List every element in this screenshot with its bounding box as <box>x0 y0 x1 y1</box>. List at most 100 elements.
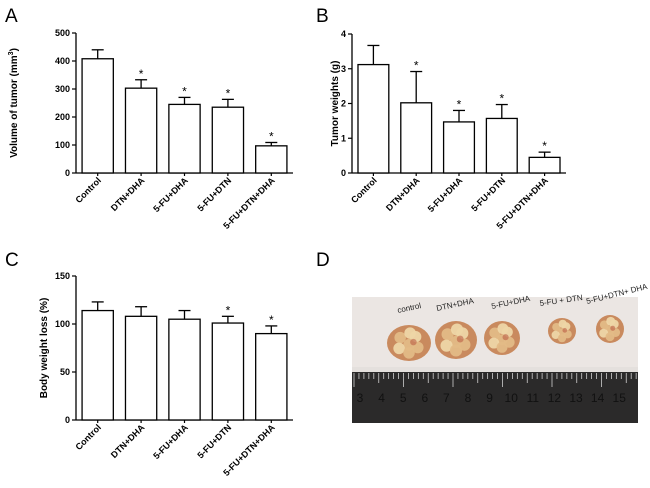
significance-a-5: * <box>269 129 274 143</box>
bar-b-3 <box>442 121 476 174</box>
ruler-number-12: 12 <box>548 391 562 405</box>
chart-a-tumor-volume: 0 100 200 300 400 500 Volume of tumor (mm3) Con… <box>8 28 293 231</box>
significance-b-4: * <box>499 92 504 106</box>
tumor-vessel <box>562 328 568 333</box>
ruler-number-3: 3 <box>357 391 364 405</box>
ruler-number-10: 10 <box>505 391 519 405</box>
tumor-photo: control DTN+DHA 5-FU+DHA 5-FU + DTN 5-FU+DTN… <box>352 282 649 423</box>
y-tick-label-a: 100 <box>55 140 70 150</box>
ruler-number-7: 7 <box>443 391 450 405</box>
ruler-number-4: 4 <box>378 391 385 405</box>
ruler-ticks <box>353 373 637 387</box>
category-label-a-3: 5-FU+DHA <box>151 175 190 214</box>
panel-letter-b: B <box>316 6 329 27</box>
category-label-b-1: Control <box>349 175 379 205</box>
significance-a-3: * <box>182 84 187 98</box>
y-tick-label-c: 150 <box>55 271 70 281</box>
ruler-numbers: 3 4 5 6 7 8 9 10 11 12 13 14 15 <box>357 391 627 405</box>
tumor-nodule <box>606 316 616 326</box>
bar-b-2 <box>400 102 433 174</box>
tumor-vessel <box>410 338 417 346</box>
tumor-nodule <box>496 341 508 353</box>
tumor-nodule <box>488 337 500 349</box>
ruler-number-9: 9 <box>486 391 493 405</box>
category-label-c-1: Control <box>73 422 103 452</box>
tumor-nodule <box>393 342 405 355</box>
significance-a-4: * <box>226 86 231 100</box>
tumor-nodule <box>403 347 415 359</box>
panel-letter-d: D <box>316 250 330 271</box>
bar-c-1 <box>81 309 114 421</box>
category-label-a-4: 5-FU+DTN <box>195 175 233 213</box>
panel-letter-c: C <box>5 250 19 271</box>
y-tick-label-b: 4 <box>341 29 346 39</box>
tumor-nodule <box>558 319 567 329</box>
tumor-nodule <box>394 331 406 344</box>
tumor-nodule <box>404 327 416 339</box>
tumor-nodule <box>552 322 561 332</box>
y-tick-label-a: 0 <box>65 168 70 178</box>
tumor-nodule <box>551 330 560 340</box>
significance-c-5: * <box>269 313 274 327</box>
ruler-number-6: 6 <box>421 391 428 405</box>
tumor-nodule <box>441 328 454 341</box>
significance-b-5: * <box>542 139 547 153</box>
ruler <box>352 372 638 423</box>
category-label-a-1: Control <box>73 175 103 205</box>
ruler-number-14: 14 <box>591 391 605 405</box>
y-tick-label-a: 400 <box>55 56 70 66</box>
tumor-nodule <box>557 333 567 343</box>
bar-b-5 <box>528 156 561 174</box>
tumor-nodule <box>605 332 615 342</box>
ruler-number-5: 5 <box>400 391 407 405</box>
significance-a-2: * <box>139 67 144 81</box>
bar-c-4 <box>211 322 245 421</box>
significance-b-2: * <box>414 59 419 73</box>
bar-a-5 <box>255 145 288 174</box>
bar-b-1 <box>357 63 390 174</box>
tumor-nodule <box>440 339 453 352</box>
ruler-number-11: 11 <box>527 391 540 405</box>
category-label-c-4: 5-FU+DTN <box>195 422 233 460</box>
y-tick-label-a: 500 <box>55 28 70 38</box>
y-tick-label-b: 1 <box>341 133 346 143</box>
y-tick-label-b: 2 <box>341 99 346 109</box>
bar-c-5 <box>255 332 288 421</box>
bar-c-2 <box>124 315 158 421</box>
bar-a-4 <box>211 106 245 174</box>
bar-b-4 <box>485 117 518 174</box>
y-axis-label-b: Tumor weights (g) <box>330 61 341 147</box>
bar-a-3 <box>168 103 201 174</box>
category-label-a-2: DTN+DHA <box>109 175 147 213</box>
tumor-nodule <box>497 323 509 335</box>
y-tick-label-a: 200 <box>55 112 70 122</box>
ruler-number-15: 15 <box>613 391 627 405</box>
category-label-b-3: 5-FU+DHA <box>426 175 465 214</box>
y-axis-label-a: Volume of tumor (mm3) <box>8 48 20 158</box>
bar-a-2 <box>124 87 158 174</box>
chart-b-tumor-weights: 0 1 2 3 4 Tumor weights (g) Control * DTN+DHA * 5-… <box>330 29 566 231</box>
category-label-c-3: 5-FU+DHA <box>151 422 190 461</box>
ruler-number-8: 8 <box>465 391 472 405</box>
category-label-b-2: DTN+DHA <box>384 175 422 213</box>
tumor-samples <box>387 315 624 361</box>
significance-c-4: * <box>226 303 231 317</box>
category-label-b-4: 5-FU+DTN <box>469 175 507 213</box>
tumor-nodule <box>450 323 464 336</box>
y-tick-label-a: 300 <box>55 84 70 94</box>
tumor-nodule <box>489 327 501 339</box>
tumor-vessel <box>610 325 616 331</box>
y-axis-label-c: Body weight loss (%) <box>39 298 50 399</box>
y-tick-label-c: 0 <box>65 415 70 425</box>
y-tick-label-b: 3 <box>341 64 346 74</box>
y-tick-label-c: 50 <box>60 367 70 377</box>
ruler-number-13: 13 <box>569 391 583 405</box>
panel-letter-a: A <box>5 6 18 27</box>
tumor-vessel <box>456 335 464 343</box>
significance-b-3: * <box>457 97 462 111</box>
tumor-nodule <box>449 344 463 357</box>
category-label-c-2: DTN+DHA <box>109 422 147 460</box>
bar-a-1 <box>81 58 114 174</box>
y-tick-label-b: 0 <box>341 168 346 178</box>
